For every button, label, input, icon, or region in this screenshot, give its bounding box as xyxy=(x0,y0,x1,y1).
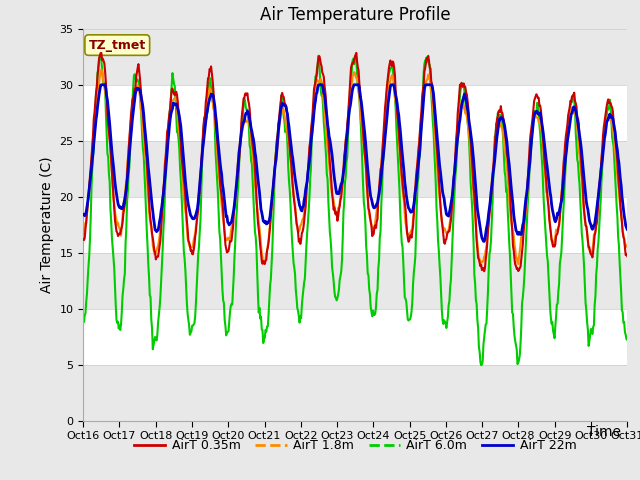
AirT 0.35m xyxy=(145,197,153,203)
AirT 22m xyxy=(422,82,430,88)
AirT 0.35m xyxy=(422,60,430,66)
AirT 0.35m xyxy=(79,236,87,242)
AirT 1.8m xyxy=(230,211,237,216)
Legend: AirT 0.35m, AirT 1.8m, AirT 6.0m, AirT 22m: AirT 0.35m, AirT 1.8m, AirT 6.0m, AirT 2… xyxy=(129,434,581,457)
Text: Time: Time xyxy=(587,425,621,439)
AirT 0.35m xyxy=(229,225,237,231)
AirT 6.0m xyxy=(201,113,209,119)
AirT 0.35m xyxy=(481,268,488,274)
AirT 0.35m xyxy=(89,132,97,138)
AirT 1.8m xyxy=(438,219,445,225)
AirT 6.0m xyxy=(230,273,237,278)
Bar xyxy=(83,29,627,85)
Line: AirT 22m: AirT 22m xyxy=(83,85,627,241)
Bar xyxy=(83,141,627,197)
Bar xyxy=(83,197,627,252)
AirT 6.0m xyxy=(89,154,97,160)
AirT 1.8m xyxy=(79,227,87,232)
AirT 1.8m xyxy=(422,80,430,85)
AirT 6.0m xyxy=(477,362,485,368)
AirT 22m xyxy=(481,239,488,244)
AirT 1.8m xyxy=(201,117,209,122)
Bar xyxy=(83,365,627,420)
AirT 1.8m xyxy=(515,261,522,267)
Text: TZ_tmet: TZ_tmet xyxy=(88,38,146,51)
Y-axis label: Air Temperature (C): Air Temperature (C) xyxy=(40,156,54,293)
AirT 0.35m xyxy=(623,253,631,259)
AirT 22m xyxy=(97,82,105,88)
AirT 6.0m xyxy=(422,57,430,63)
AirT 6.0m xyxy=(623,337,631,343)
Bar xyxy=(83,252,627,309)
AirT 22m xyxy=(438,181,445,187)
AirT 1.8m xyxy=(97,67,105,72)
AirT 22m xyxy=(623,227,631,232)
Line: AirT 1.8m: AirT 1.8m xyxy=(83,70,627,264)
AirT 22m xyxy=(89,150,97,156)
AirT 22m xyxy=(146,180,154,185)
AirT 6.0m xyxy=(146,292,154,298)
AirT 0.35m xyxy=(353,50,360,56)
AirT 22m xyxy=(201,126,209,132)
AirT 1.8m xyxy=(146,216,154,222)
AirT 0.35m xyxy=(438,217,445,223)
AirT 1.8m xyxy=(89,135,97,141)
Bar xyxy=(83,309,627,365)
AirT 0.35m xyxy=(200,115,208,121)
Title: Air Temperature Profile: Air Temperature Profile xyxy=(260,6,451,24)
Line: AirT 0.35m: AirT 0.35m xyxy=(83,53,627,271)
AirT 22m xyxy=(79,211,87,217)
AirT 1.8m xyxy=(623,242,631,248)
Bar xyxy=(83,85,627,141)
Line: AirT 6.0m: AirT 6.0m xyxy=(83,54,627,365)
AirT 6.0m xyxy=(438,307,445,313)
AirT 6.0m xyxy=(79,319,87,325)
AirT 6.0m xyxy=(97,51,104,57)
AirT 22m xyxy=(230,206,237,212)
